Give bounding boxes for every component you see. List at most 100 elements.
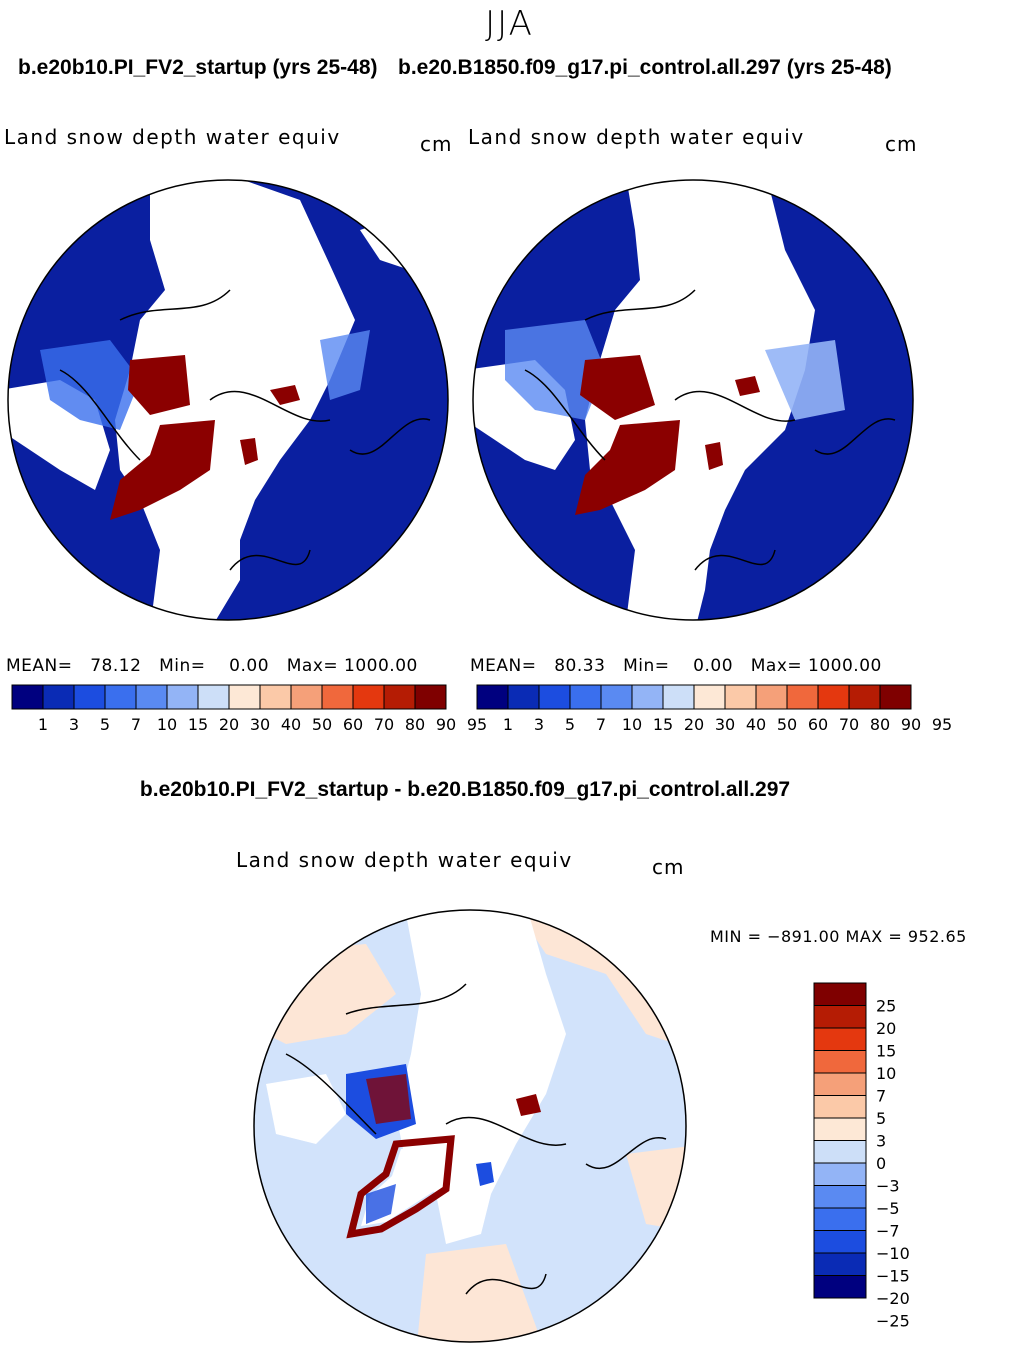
panel2-colorbar-swatch-11 <box>817 684 850 710</box>
panel1-arctic-archipelago <box>128 355 190 415</box>
diff-colorbar-swatch-12 <box>813 1252 867 1276</box>
diff-negative-greenland-west <box>366 1184 396 1224</box>
panel2-colorbar-swatch-2 <box>538 684 571 710</box>
panel1-colorbar-tick-label: 95 <box>467 715 487 734</box>
panel2-colorbar-tick-label: 60 <box>808 715 828 734</box>
panel2-max-value: 1000.00 <box>808 656 882 676</box>
diff-greenland-margin <box>346 1135 455 1239</box>
panel2-colorbar-tick-label: 90 <box>901 715 921 734</box>
panel2-map-border <box>472 179 914 621</box>
panel1-colorbar-tick-label: 90 <box>436 715 456 734</box>
diff-colorbar-tick-label: −20 <box>876 1289 910 1308</box>
panel1-colorbar-tick-label: 7 <box>131 715 141 734</box>
panel1-mean-label: MEAN= <box>6 656 73 676</box>
panel1-svalbard <box>240 438 258 465</box>
panel1-colorbar-swatch-7 <box>228 684 261 710</box>
panel1-colorbar-swatch-11 <box>352 684 385 710</box>
panel2-colorbar-tick-label: 1 <box>503 715 513 734</box>
panel1-colorbar-tick-label: 60 <box>343 715 363 734</box>
panel1-colorbar-tick-label: 20 <box>219 715 239 734</box>
panel2-colorbar-tick-label: 80 <box>870 715 890 734</box>
diff-colorbar-tick-label: 15 <box>876 1042 896 1061</box>
diff-colorbar-swatch-13 <box>813 1275 867 1299</box>
panel1-min-value: 0.00 <box>229 656 270 676</box>
panel1-colorbar-swatch-3 <box>104 684 137 710</box>
diff-variable: Land snow depth water equiv <box>236 848 573 872</box>
panel1-colorbar-swatch-1 <box>42 684 75 710</box>
season-title: JJA <box>485 4 534 44</box>
diff-map-border <box>253 909 687 1343</box>
panel2-colorbar-swatch-8 <box>724 684 757 710</box>
panel1-variable: Land snow depth water equiv <box>4 125 341 149</box>
panel2-colorbar: 1 3 5 7 10 15 20 30 40 50 60 70 80 90 95 <box>476 684 952 734</box>
diff-colorbar-swatch-7 <box>813 1140 867 1164</box>
panel2-min-label: Min= <box>623 656 670 676</box>
panel1-light-snow-zone <box>40 340 140 430</box>
panel1-stats: MEAN= 78.12 Min= 0.00 Max= 1000.00 <box>6 656 418 676</box>
diff-colorbar-swatch-10 <box>813 1207 867 1231</box>
panel2-colorbar-tick-label: 20 <box>684 715 704 734</box>
panel2-colorbar-tick-label: 10 <box>622 715 642 734</box>
diff-colorbar-tick-label: 7 <box>876 1087 886 1106</box>
panel1-min-label: Min= <box>159 656 206 676</box>
panel2-colorbar-tick-label: 95 <box>932 715 952 734</box>
panel2-arctic-archipelago <box>580 355 655 420</box>
diff-colorbar-swatch-11 <box>813 1230 867 1254</box>
panel2-colorbar-swatch-4 <box>600 684 633 710</box>
diff-colorbar-swatch-5 <box>813 1095 867 1119</box>
panel1-map-border <box>7 179 449 621</box>
diff-colorbar-swatch-6 <box>813 1117 867 1141</box>
diff-colorbar-tick-label: 3 <box>876 1132 886 1151</box>
diff-colorbar-swatch-4 <box>813 1072 867 1096</box>
panel1-colorbar-swatch-5 <box>166 684 199 710</box>
diff-colorbar-tick-label: 0 <box>876 1154 886 1173</box>
panel2-colorbar-swatch-6 <box>662 684 695 710</box>
panel2-colorbar-swatch-7 <box>693 684 726 710</box>
diff-colorbar-tick-label: 10 <box>876 1064 896 1083</box>
panel1-mean-value: 78.12 <box>90 656 142 676</box>
panel1-colorbar-tick-label: 3 <box>69 715 79 734</box>
panel2-stats: MEAN= 80.33 Min= 0.00 Max= 1000.00 <box>470 656 882 676</box>
panel2-colorbar-tick-label: 30 <box>715 715 735 734</box>
diff-minmax: MIN = −891.00 MAX = 952.65 <box>710 927 967 946</box>
diff-colorbar-tick-label: 5 <box>876 1109 886 1128</box>
panel1-colorbar: 1 3 5 7 10 15 20 30 40 50 60 70 80 90 95 <box>11 684 487 734</box>
panel1-snow-free-region <box>115 180 355 620</box>
panel1-case-title: b.e20b10.PI_FV2_startup (yrs 25-48) <box>18 56 378 79</box>
diff-no-data-west <box>266 1074 346 1144</box>
diff-colorbar-swatch-8 <box>813 1162 867 1186</box>
diff-colorbar-tick-label: −25 <box>876 1312 910 1331</box>
panel2-colorbar-tick-label: 40 <box>746 715 766 734</box>
panel2-polar-map <box>472 179 914 621</box>
diff-coastlines <box>285 983 667 1295</box>
panel2-case-title: b.e20.B1850.f09_g17.pi_control.all.297 (… <box>398 56 892 79</box>
panel2-colorbar-tick-label: 15 <box>653 715 673 734</box>
panel1-colorbar-swatch-0 <box>11 684 44 710</box>
diff-franz-josef <box>516 1094 541 1116</box>
panel1-max-label: Max= <box>286 656 339 676</box>
diff-positive-archipelago <box>366 1074 411 1124</box>
panel2-svalbard <box>705 442 723 470</box>
panel1-colorbar-tick-label: 10 <box>157 715 177 734</box>
diff-title: b.e20b10.PI_FV2_startup - b.e20.B1850.f0… <box>139 778 791 801</box>
panel2-coastlines <box>524 289 896 571</box>
diff-units: cm <box>652 855 685 879</box>
panel1-polar-map <box>7 179 449 621</box>
panel2-mean-value: 80.33 <box>554 656 606 676</box>
panel1-colorbar-tick-label: 30 <box>250 715 270 734</box>
panel1-light-snow-zone-east <box>320 330 370 400</box>
panel2-colorbar-tick-label: 70 <box>839 715 859 734</box>
panel2-variable: Land snow depth water equiv <box>468 125 805 149</box>
panel1-franz-josef <box>270 385 300 405</box>
diff-colorbar-swatch-3 <box>813 1050 867 1074</box>
panel1-greenland <box>110 420 215 520</box>
panel1-colorbar-tick-label: 15 <box>188 715 208 734</box>
panel2-max-label: Max= <box>750 656 803 676</box>
panel1-colorbar-swatch-10 <box>321 684 354 710</box>
panel2-colorbar-swatch-9 <box>755 684 788 710</box>
panel2-units: cm <box>885 132 918 156</box>
diff-colorbar-swatch-0 <box>813 982 867 1006</box>
panel2-colorbar-swatch-10 <box>786 684 819 710</box>
panel1-colorbar-tick-label: 40 <box>281 715 301 734</box>
panel1-colorbar-swatch-12 <box>383 684 416 710</box>
